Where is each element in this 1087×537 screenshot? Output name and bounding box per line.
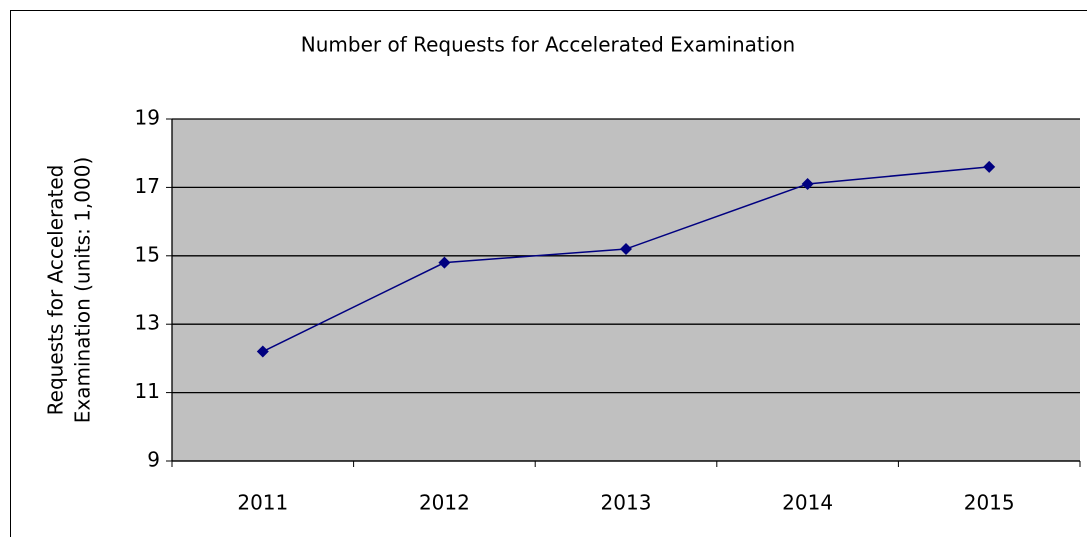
chart-title: Number of Requests for Accelerated Exami… — [301, 33, 795, 57]
marker — [801, 177, 814, 190]
x-tick-label: 2013 — [601, 491, 652, 515]
y-tick-label: 9 — [147, 448, 160, 472]
x-tick-label: 2015 — [964, 491, 1015, 515]
y-axis-label: Requests for Accelerated — [44, 165, 68, 416]
y-axis-label: Examination (units: 1,000) — [71, 157, 95, 424]
y-tick-label: 11 — [135, 379, 160, 403]
x-tick-label: 2011 — [237, 491, 288, 515]
y-tick-label: 15 — [135, 242, 160, 266]
marker — [438, 256, 451, 269]
y-tick-label: 17 — [135, 174, 160, 198]
marker — [620, 242, 632, 255]
y-tick-label: 19 — [135, 106, 160, 130]
y-tick-label: 13 — [135, 311, 160, 335]
plot-area — [172, 119, 1080, 461]
x-tick-label: 2014 — [782, 491, 833, 515]
x-tick-label: 2012 — [419, 491, 470, 515]
marker — [256, 345, 269, 358]
marker — [983, 160, 996, 173]
